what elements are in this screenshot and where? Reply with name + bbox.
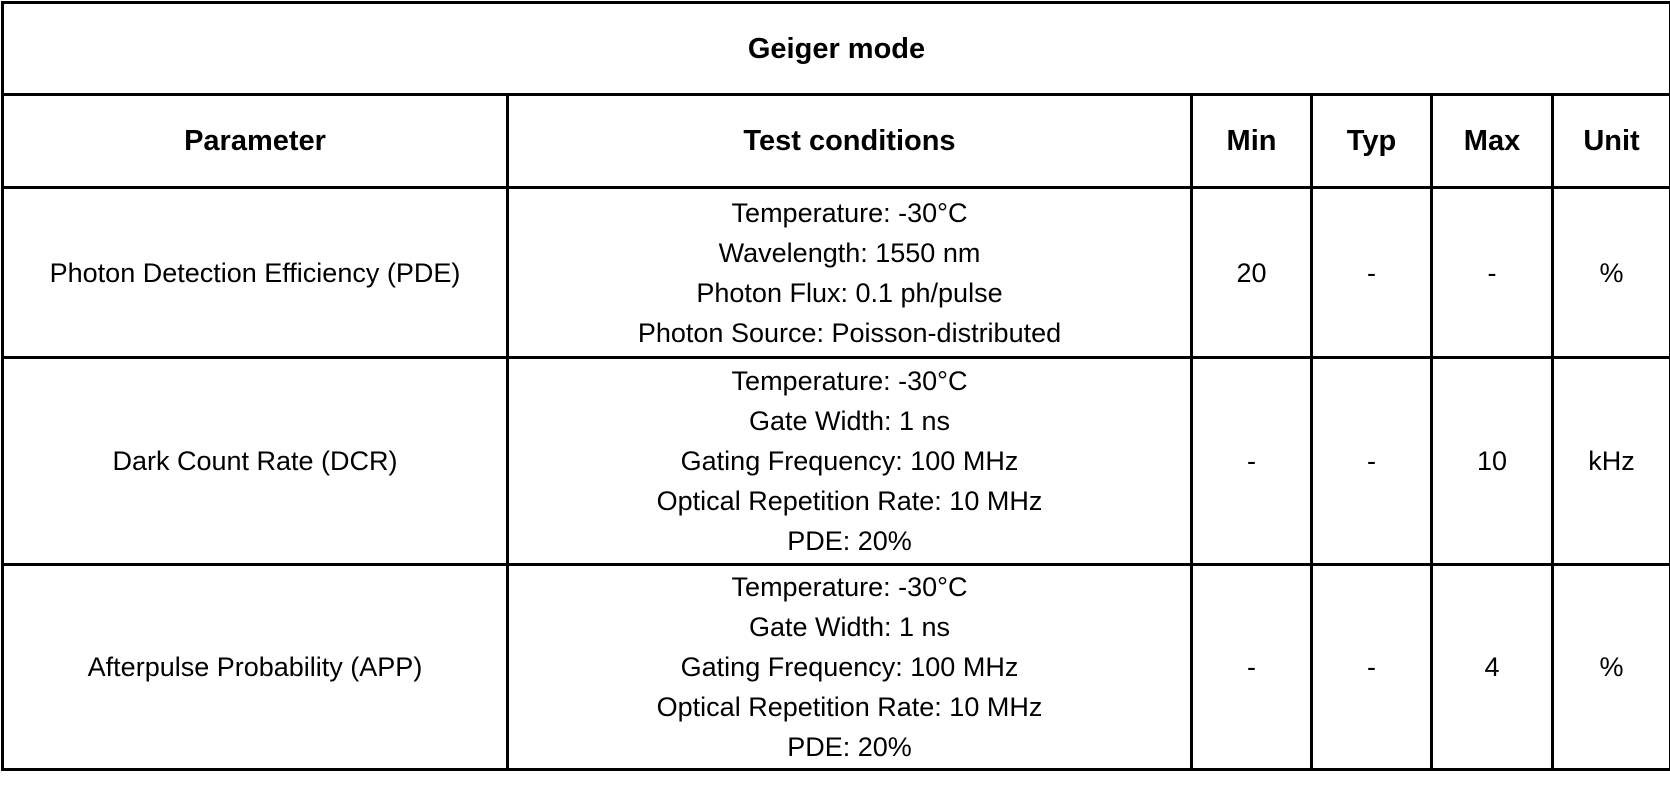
parameter-cell: Photon Detection Efficiency (PDE) xyxy=(3,188,508,358)
table-title: Geiger mode xyxy=(3,3,1670,95)
condition: Optical Repetition Rate: 10 MHz xyxy=(509,481,1190,521)
conditions-cell: Temperature: -30°C Gate Width: 1 ns Gati… xyxy=(508,565,1192,770)
table-row: Dark Count Rate (DCR) Temperature: -30°C… xyxy=(3,358,1670,565)
min-cell: - xyxy=(1192,358,1312,565)
condition: PDE: 20% xyxy=(509,727,1190,767)
condition: Temperature: -30°C xyxy=(509,361,1190,401)
unit-cell: % xyxy=(1553,565,1670,770)
header-parameter: Parameter xyxy=(3,95,508,188)
header-min: Min xyxy=(1192,95,1312,188)
unit-cell: % xyxy=(1553,188,1670,358)
table-row: Photon Detection Efficiency (PDE) Temper… xyxy=(3,188,1670,358)
condition: Temperature: -30°C xyxy=(509,193,1190,233)
typ-cell: - xyxy=(1312,565,1432,770)
typ-cell: - xyxy=(1312,358,1432,565)
parameter-cell: Dark Count Rate (DCR) xyxy=(3,358,508,565)
header-row: Parameter Test conditions Min Typ Max Un… xyxy=(3,95,1670,188)
min-cell: - xyxy=(1192,565,1312,770)
max-cell: - xyxy=(1432,188,1553,358)
condition: Photon Source: Poisson-distributed xyxy=(509,313,1190,353)
max-cell: 4 xyxy=(1432,565,1553,770)
condition: PDE: 20% xyxy=(509,521,1190,561)
condition: Gate Width: 1 ns xyxy=(509,401,1190,441)
condition: Gating Frequency: 100 MHz xyxy=(509,441,1190,481)
typ-cell: - xyxy=(1312,188,1432,358)
header-test-conditions: Test conditions xyxy=(508,95,1192,188)
header-typ: Typ xyxy=(1312,95,1432,188)
condition: Temperature: -30°C xyxy=(509,567,1190,607)
conditions-cell: Temperature: -30°C Wavelength: 1550 nm P… xyxy=(508,188,1192,358)
conditions-cell: Temperature: -30°C Gate Width: 1 ns Gati… xyxy=(508,358,1192,565)
condition: Optical Repetition Rate: 10 MHz xyxy=(509,687,1190,727)
geiger-mode-table: Geiger mode Parameter Test conditions Mi… xyxy=(1,1,1670,771)
condition: Gate Width: 1 ns xyxy=(509,607,1190,647)
condition: Photon Flux: 0.1 ph/pulse xyxy=(509,273,1190,313)
max-cell: 10 xyxy=(1432,358,1553,565)
table-row: Afterpulse Probability (APP) Temperature… xyxy=(3,565,1670,770)
condition: Wavelength: 1550 nm xyxy=(509,233,1190,273)
header-max: Max xyxy=(1432,95,1553,188)
parameter-cell: Afterpulse Probability (APP) xyxy=(3,565,508,770)
min-cell: 20 xyxy=(1192,188,1312,358)
condition: Gating Frequency: 100 MHz xyxy=(509,647,1190,687)
header-unit: Unit xyxy=(1553,95,1670,188)
unit-cell: kHz xyxy=(1553,358,1670,565)
